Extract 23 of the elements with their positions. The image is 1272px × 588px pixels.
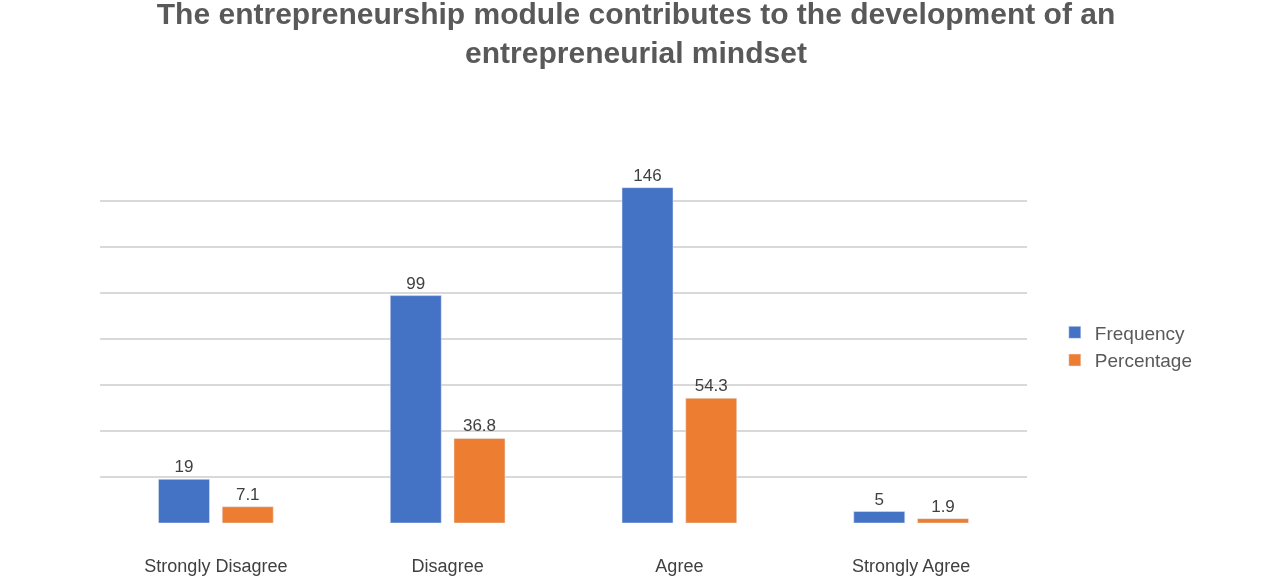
x-tick-label: Strongly Agree (852, 556, 971, 576)
bar (453, 438, 506, 523)
x-tick-label: Agree (655, 556, 704, 576)
data-label: 99 (406, 273, 426, 293)
bar (853, 511, 905, 523)
chart-title: The entrepreneurship module contributes to the development of an entrepreneurial mindset (156, 0, 1116, 69)
legend-label: Frequency (1094, 322, 1186, 344)
bar (158, 479, 210, 523)
data-label: 19 (174, 457, 194, 477)
bar (222, 506, 274, 523)
data-label: 54.3 (694, 376, 728, 396)
x-tick-label: Disagree (411, 556, 484, 576)
legend-label: Percentage (1094, 350, 1192, 372)
bar (621, 187, 674, 523)
bar (390, 295, 442, 523)
data-label: 1.9 (931, 496, 955, 516)
bar (685, 398, 737, 523)
data-label: 36.8 (462, 416, 497, 436)
data-label: 146 (633, 165, 662, 185)
bar (917, 518, 969, 523)
data-label: 5 (874, 489, 884, 509)
data-label: 7.1 (235, 484, 260, 504)
x-tick-label: Strongly Disagree (144, 556, 288, 576)
